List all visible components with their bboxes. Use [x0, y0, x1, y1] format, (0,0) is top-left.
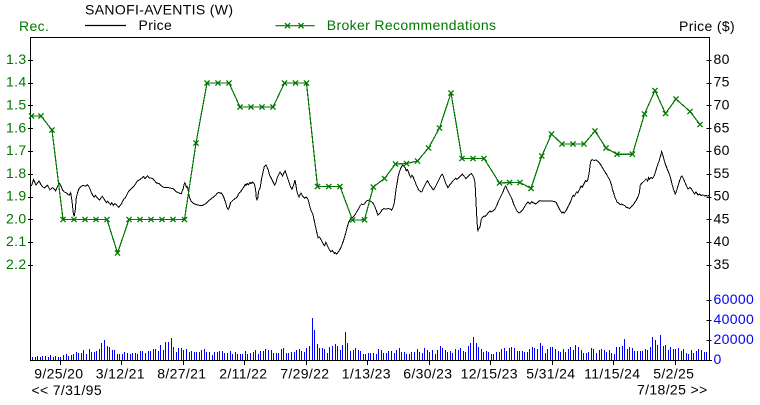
svg-text:5/2/25: 5/2/25 — [653, 366, 694, 382]
svg-text:80: 80 — [714, 51, 730, 67]
svg-text:7/29/22: 7/29/22 — [280, 366, 329, 382]
svg-text:12/15/23: 12/15/23 — [461, 366, 518, 382]
svg-text:2/11/22: 2/11/22 — [219, 366, 267, 382]
svg-text:60000: 60000 — [714, 291, 755, 307]
svg-text:1.4: 1.4 — [6, 74, 27, 90]
svg-text:2.2: 2.2 — [6, 256, 27, 272]
svg-text:9/25/20: 9/25/20 — [34, 366, 83, 382]
svg-text:55: 55 — [714, 165, 730, 181]
svg-text:Price ($): Price ($) — [679, 18, 735, 34]
svg-text:Broker Recommendations: Broker Recommendations — [327, 17, 497, 33]
svg-text:<< 7/31/95: << 7/31/95 — [32, 382, 102, 398]
svg-text:2.0: 2.0 — [6, 210, 27, 226]
svg-text:Price: Price — [139, 17, 173, 33]
svg-text:20000: 20000 — [714, 331, 755, 347]
svg-text:6/30/23: 6/30/23 — [403, 366, 452, 382]
svg-text:1.3: 1.3 — [6, 51, 27, 67]
svg-text:75: 75 — [714, 74, 730, 90]
svg-text:3/12/21: 3/12/21 — [96, 366, 145, 382]
svg-text:5/31/24: 5/31/24 — [526, 366, 575, 382]
svg-text:1/13/23: 1/13/23 — [342, 366, 391, 382]
svg-text:1.5: 1.5 — [6, 97, 27, 113]
svg-text:70: 70 — [714, 97, 730, 113]
svg-text:50: 50 — [714, 188, 730, 204]
svg-text:65: 65 — [714, 119, 730, 135]
svg-text:8/27/21: 8/27/21 — [157, 366, 206, 382]
svg-text:40000: 40000 — [714, 311, 755, 327]
svg-text:11/15/24: 11/15/24 — [584, 366, 640, 382]
svg-text:1.9: 1.9 — [6, 188, 27, 204]
svg-text:Rec.: Rec. — [19, 18, 49, 34]
svg-text:1.8: 1.8 — [6, 165, 27, 181]
svg-text:2.1: 2.1 — [6, 233, 27, 249]
svg-text:7/18/25 >>: 7/18/25 >> — [637, 382, 707, 398]
svg-text:60: 60 — [714, 142, 730, 158]
svg-text:40: 40 — [714, 233, 730, 249]
svg-text:SANOFI-AVENTIS (W): SANOFI-AVENTIS (W) — [85, 2, 233, 18]
svg-text:1.7: 1.7 — [6, 142, 27, 158]
svg-text:0: 0 — [714, 351, 722, 367]
svg-text:1.6: 1.6 — [6, 119, 27, 135]
svg-text:35: 35 — [714, 256, 730, 272]
svg-text:45: 45 — [714, 210, 730, 226]
